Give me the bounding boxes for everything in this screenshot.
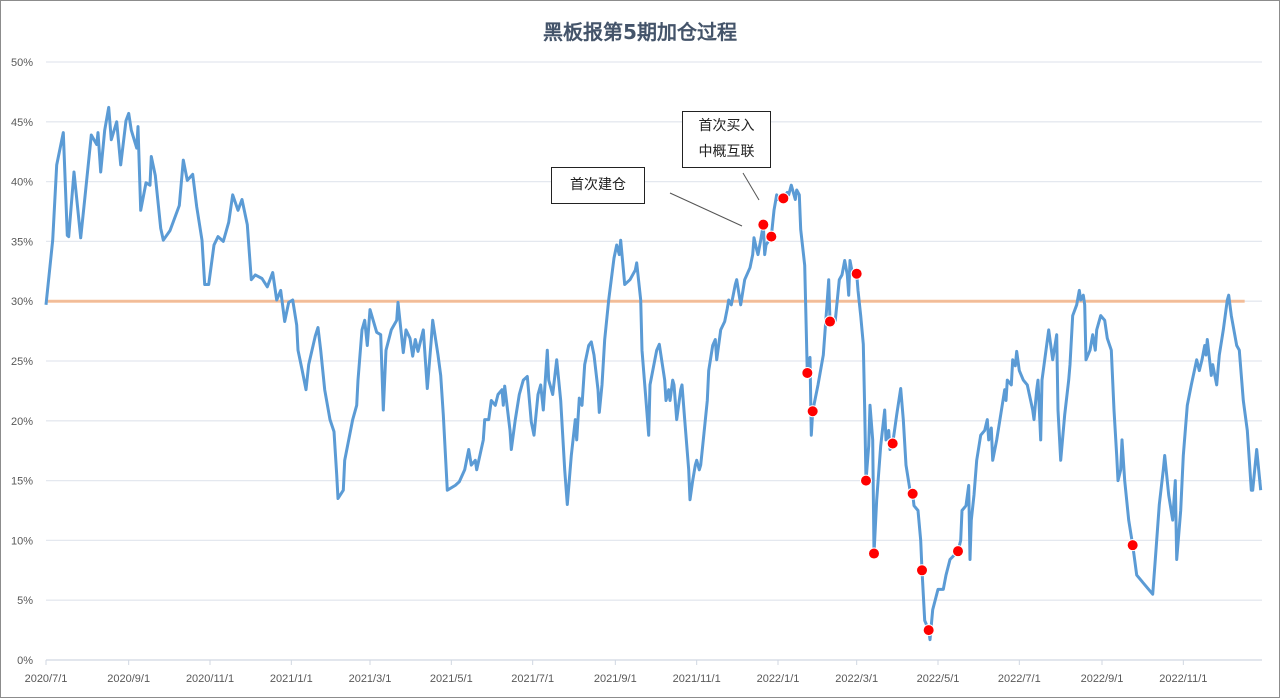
x-tick-label: 2021/11/1 [673, 673, 721, 685]
annotation-leader-line [669, 192, 743, 227]
x-tick-label: 2021/9/1 [594, 673, 637, 685]
buy-marker [952, 545, 964, 558]
buy-marker [765, 230, 778, 243]
x-tick-label: 2020/7/1 [25, 673, 68, 685]
annotation-leader-line [742, 172, 760, 201]
x-tick-label: 2022/1/1 [757, 673, 800, 685]
series-line [44, 105, 1263, 642]
annotation-first-position: 首次建仓 [551, 167, 645, 204]
x-tick-label: 2020/9/1 [107, 673, 150, 685]
y-tick-label: 35% [11, 236, 33, 248]
annotation-first-buy-china-internet: 首次买入 中概互联 [682, 111, 771, 168]
buy-marker [850, 267, 863, 280]
buy-marker [824, 315, 836, 328]
y-tick-label: 20% [11, 416, 33, 428]
y-tick-label: 10% [11, 535, 33, 547]
buy-marker [860, 474, 872, 487]
buy-marker [1126, 539, 1139, 552]
x-tick-label: 2021/7/1 [511, 673, 554, 685]
x-tick-label: 2022/7/1 [998, 673, 1041, 685]
buy-marker [801, 366, 814, 379]
buy-marker [777, 192, 790, 205]
chart-title: 黑板报第5期加仓过程 [543, 20, 737, 44]
buy-marker [906, 487, 919, 500]
y-tick-label: 15% [11, 476, 33, 488]
buy-marker [868, 547, 880, 560]
buy-marker [806, 405, 819, 418]
y-tick-label: 45% [11, 117, 33, 129]
buy-marker [886, 437, 899, 450]
x-tick-label: 2021/1/1 [270, 673, 313, 685]
buy-marker [922, 624, 935, 637]
x-tick-label: 2021/3/1 [349, 673, 392, 685]
y-tick-label: 40% [11, 177, 33, 189]
y-tick-label: 30% [11, 296, 33, 308]
x-tick-label: 2022/5/1 [917, 673, 960, 685]
y-tick-label: 5% [17, 595, 33, 607]
y-tick-label: 25% [11, 356, 33, 368]
y-tick-label: 50% [11, 57, 33, 69]
annotation-text-line2: 中概互联 [698, 144, 755, 160]
x-tick-label: 2022/3/1 [835, 673, 878, 685]
x-tick-label: 2022/9/1 [1081, 673, 1124, 685]
x-tick-label: 2021/5/1 [430, 673, 473, 685]
annotation-text: 首次建仓 [570, 177, 626, 193]
x-tick-label: 2022/11/1 [1159, 673, 1207, 685]
buy-marker [916, 564, 928, 577]
buy-marker [757, 218, 770, 231]
x-tick-label: 2020/11/1 [186, 673, 234, 685]
y-tick-label: 0% [17, 655, 33, 667]
annotation-text-line1: 首次买入 [698, 118, 755, 134]
